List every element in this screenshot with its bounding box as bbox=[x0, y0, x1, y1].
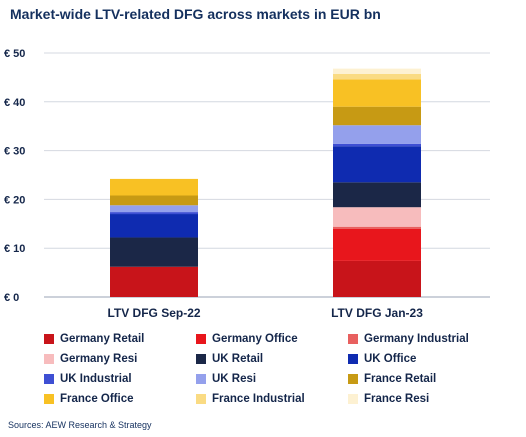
legend-item: Germany Retail bbox=[44, 330, 196, 347]
bar-segment-france-office bbox=[110, 178, 198, 196]
bar-segment-germany-office bbox=[333, 228, 421, 261]
x-tick-label: LTV DFG Sep-22 bbox=[107, 306, 200, 320]
legend-swatch bbox=[196, 333, 206, 344]
y-tick-label: € 50 bbox=[4, 48, 25, 60]
chart-title: Market-wide LTV-related DFG across marke… bbox=[10, 6, 381, 22]
bar-segment-uk-office bbox=[110, 214, 198, 238]
legend-label: France Industrial bbox=[212, 392, 305, 405]
bar-segment-france-retail bbox=[110, 195, 198, 206]
legend-item: Germany Resi bbox=[44, 350, 196, 367]
legend-item: Germany Office bbox=[196, 330, 348, 347]
chart-legend: Germany Retail Germany Office Germany Indu… bbox=[44, 330, 514, 407]
bar-segment-uk-office bbox=[333, 146, 421, 183]
legend-label: France Retail bbox=[364, 372, 437, 385]
legend-swatch bbox=[44, 393, 54, 404]
legend-item: UK Industrial bbox=[44, 370, 196, 387]
bar-segment-germany-retail bbox=[110, 266, 198, 297]
legend-item: UK Office bbox=[348, 350, 498, 367]
legend-label: UK Office bbox=[364, 352, 417, 365]
legend-label: Germany Industrial bbox=[364, 332, 469, 345]
legend-label: UK Retail bbox=[212, 352, 264, 365]
legend-item: France Office bbox=[44, 390, 196, 407]
legend-label: France Resi bbox=[364, 392, 430, 405]
legend-label: France Office bbox=[60, 392, 134, 405]
legend-swatch bbox=[44, 373, 54, 384]
bar-segment-germany-resi bbox=[333, 207, 421, 227]
bar-segment-france-retail bbox=[333, 106, 421, 126]
bar-segment-france-office bbox=[333, 79, 421, 107]
legend-item: UK Retail bbox=[196, 350, 348, 367]
y-tick-label: € 0 bbox=[4, 292, 19, 304]
legend-swatch bbox=[196, 393, 206, 404]
legend-swatch bbox=[196, 353, 206, 364]
legend-swatch bbox=[348, 333, 358, 344]
y-tick-label: € 20 bbox=[4, 194, 25, 206]
legend-item: UK Resi bbox=[196, 370, 348, 387]
legend-swatch bbox=[348, 393, 358, 404]
bar-segment-france-industrial bbox=[333, 73, 421, 80]
bar-segment-uk-retail bbox=[333, 182, 421, 208]
legend-label: Germany Office bbox=[212, 332, 298, 345]
stacked-bar-chart: € 0 € 10 € 20 € 30 € 40 € 50 LTV DFG Sep-22 LTV… bbox=[4, 48, 490, 320]
legend-swatch bbox=[196, 373, 206, 384]
legend-item: France Retail bbox=[348, 370, 498, 387]
legend-item: France Resi bbox=[348, 390, 498, 407]
bar-segment-uk-resi bbox=[333, 125, 421, 144]
source-note: Sources: AEW Research & Strategy bbox=[8, 420, 152, 430]
legend-swatch bbox=[348, 353, 358, 364]
bar-segment-germany-industrial bbox=[333, 226, 421, 229]
legend-label: Germany Resi bbox=[60, 352, 138, 365]
legend-label: UK Resi bbox=[212, 372, 257, 385]
legend-swatch bbox=[44, 333, 54, 344]
legend-label: Germany Retail bbox=[60, 332, 145, 345]
x-tick-label: LTV DFG Jan-23 bbox=[331, 306, 423, 320]
legend-label: UK Industrial bbox=[60, 372, 132, 385]
bar-segment-uk-resi bbox=[110, 205, 198, 213]
legend-item: France Industrial bbox=[196, 390, 348, 407]
bar-segment-uk-industrial bbox=[333, 143, 421, 147]
legend-swatch bbox=[44, 353, 54, 364]
legend-swatch bbox=[348, 373, 358, 384]
bar-segment-uk-industrial bbox=[110, 212, 198, 215]
y-tick-label: € 10 bbox=[4, 243, 25, 255]
y-tick-label: € 40 bbox=[4, 97, 25, 109]
y-tick-label: € 30 bbox=[4, 146, 25, 158]
bar-segment-germany-retail bbox=[333, 260, 421, 297]
legend-item: Germany Industrial bbox=[348, 330, 498, 347]
bar-segment-uk-retail bbox=[110, 237, 198, 267]
bar-segment-france-resi bbox=[333, 68, 421, 74]
